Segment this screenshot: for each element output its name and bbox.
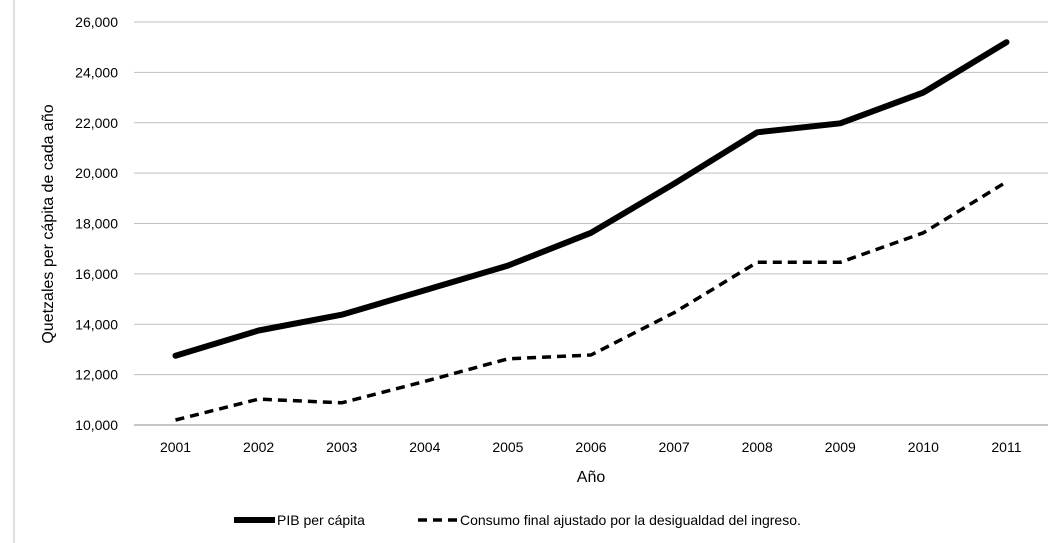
legend: PIB per cápita Consumo final ajustado por… [234, 512, 801, 528]
x-axis-title: Año [577, 469, 606, 486]
y-tick-label: 10,000 [75, 417, 118, 433]
y-tick-label: 20,000 [75, 165, 118, 181]
x-axis-ticks: 2001 2002 2003 2004 2005 2006 2007 2008 2009 2010… [160, 439, 1022, 455]
x-tick-label: 2010 [908, 439, 939, 455]
x-tick-label: 2003 [326, 439, 357, 455]
y-tick-label: 12,000 [75, 367, 118, 383]
x-tick-label: 2001 [160, 439, 191, 455]
legend-label-consumo: Consumo final ajustado por la desigualda… [460, 512, 801, 528]
series-line-consumo [175, 180, 1008, 422]
y-axis-title: Quetzales per cápita de cada año [40, 104, 57, 343]
x-tick-label: 2011 [991, 439, 1021, 455]
legend-label-pib: PIB per cápita [277, 512, 365, 528]
x-tick-label: 2002 [243, 439, 274, 455]
y-tick-label: 22,000 [75, 115, 118, 131]
x-tick-label: 2005 [492, 439, 523, 455]
y-tick-label: 14,000 [75, 316, 118, 332]
x-tick-label: 2008 [742, 439, 773, 455]
y-tick-label: 24,000 [75, 64, 118, 80]
x-tick-label: 2009 [825, 439, 856, 455]
x-tick-label: 2007 [659, 439, 690, 455]
y-axis-ticks: 10,000 12,000 14,000 16,000 18,000 20,000 22,0… [75, 14, 118, 433]
y-tick-label: 26,000 [75, 14, 118, 30]
series-lines [172, 39, 1010, 422]
y-tick-label: 16,000 [75, 266, 118, 282]
y-tick-label: 18,000 [75, 216, 118, 232]
x-tick-label: 2004 [409, 439, 440, 455]
x-tick-label: 2006 [575, 439, 606, 455]
series-line-pib [172, 39, 1010, 359]
